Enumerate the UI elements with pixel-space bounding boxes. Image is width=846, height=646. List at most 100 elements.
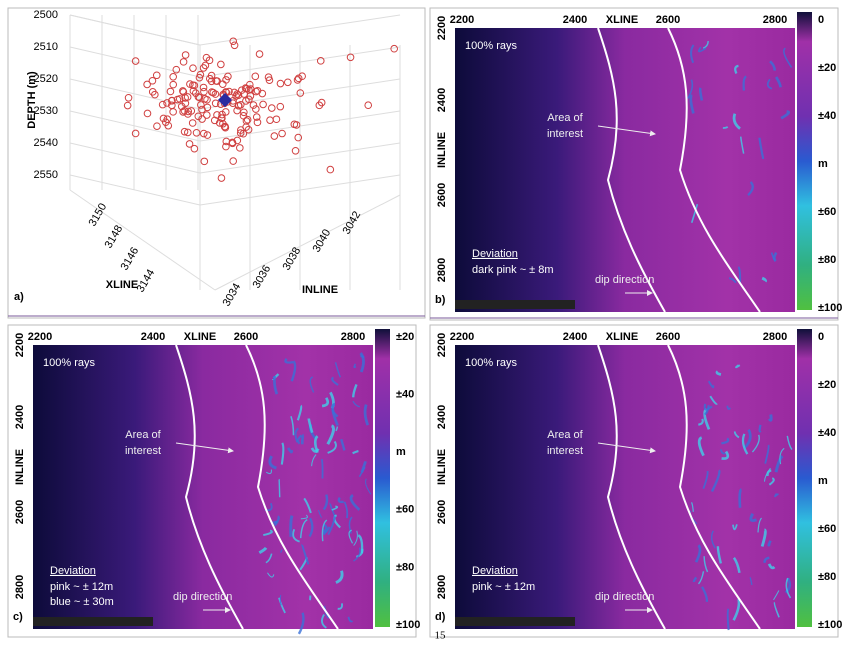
map-texture — [728, 609, 729, 630]
depth-tick-label: 2510 — [34, 41, 58, 53]
page-number: 15 — [435, 630, 447, 642]
colorbar-tick-label: ±80 — [396, 561, 414, 573]
xline-tick-label: 2800 — [763, 14, 787, 26]
colorbar — [797, 329, 812, 627]
inline-tick-label: 2200 — [14, 333, 26, 357]
dip-label: dip direction — [173, 591, 232, 603]
xline-tick-label: 2800 — [341, 331, 365, 343]
colorbar-tick-label: ±60 — [818, 523, 836, 535]
status-strip — [33, 617, 153, 626]
colorbar-tick-label: ±40 — [818, 110, 836, 122]
colorbar-tick-label: ±40 — [818, 427, 836, 439]
deviation-title: Deviation — [472, 248, 518, 260]
map-title: 100% rays — [43, 357, 95, 369]
colorbar — [797, 12, 812, 310]
panel-label: a) — [14, 291, 24, 303]
panel-label: d) — [435, 611, 446, 623]
inline-tick-label: 2600 — [436, 500, 448, 524]
xline-axis-label: XLINE — [184, 331, 216, 343]
inline-tick-label: 2400 — [436, 88, 448, 112]
xline-tick-label: 2400 — [141, 331, 165, 343]
inline-tick-label: 2800 — [436, 575, 448, 599]
annotation: Area of — [547, 429, 583, 441]
inline-tick-label: 2600 — [436, 183, 448, 207]
map-texture — [302, 435, 303, 444]
colorbar-tick-label: 0 — [818, 14, 824, 26]
xline-axis-label: XLINE — [606, 14, 638, 26]
colorbar-tick-label: ±80 — [818, 254, 836, 266]
panel-label: c) — [13, 611, 23, 623]
inline-axis-label: INLINE — [302, 284, 338, 296]
xline-axis-label: XLINE — [106, 279, 138, 291]
inline-tick-label: 2800 — [436, 258, 448, 282]
xline-tick-label: 2600 — [656, 14, 680, 26]
xline-axis-label: XLINE — [606, 331, 638, 343]
status-strip — [455, 300, 575, 309]
annotation: Area of — [125, 429, 161, 441]
xline-tick-label: 2600 — [656, 331, 680, 343]
deviation-text: pink ~ ± 12m — [50, 581, 113, 593]
inline-axis-label: INLINE — [14, 449, 26, 485]
panel-label: b) — [435, 294, 446, 306]
map-texture — [322, 459, 323, 478]
map-texture — [279, 479, 280, 497]
inline-tick-label: 2600 — [14, 500, 26, 524]
deviation-title: Deviation — [50, 565, 96, 577]
colorbar-tick-label: m — [818, 158, 828, 170]
colorbar-tick-label: ±60 — [818, 206, 836, 218]
depth-tick-label: 2500 — [34, 9, 58, 21]
inline-tick-label: 2400 — [14, 405, 26, 429]
xline-tick-label: 2200 — [28, 331, 52, 343]
deviation-text: dark pink ~ ± 8m — [472, 264, 554, 276]
inline-tick-label: 2800 — [14, 575, 26, 599]
colorbar-tick-label: ±60 — [396, 504, 414, 516]
annotation: Area of — [547, 112, 583, 124]
colorbar-tick-label: m — [818, 475, 828, 487]
colorbar-tick-label: ±80 — [818, 571, 836, 583]
dip-label: dip direction — [595, 591, 654, 603]
dip-label: dip direction — [595, 274, 654, 286]
panel-frame — [8, 8, 425, 318]
inline-tick-label: 2400 — [436, 405, 448, 429]
colorbar-tick-label: ±20 — [396, 331, 414, 343]
map-panel: ±20 ±40 m ±60 ±80 ±100 2200 2400 2600 2800 XLINE 22… — [8, 325, 420, 637]
map-title: 100% rays — [465, 357, 517, 369]
xline-tick-label: 2400 — [563, 14, 587, 26]
inline-axis-label: INLINE — [436, 449, 448, 485]
xline-tick-label: 2600 — [234, 331, 258, 343]
status-strip — [455, 617, 575, 626]
colorbar-tick-label: ±20 — [818, 62, 836, 74]
annotation: interest — [125, 445, 161, 457]
colorbar-tick-label: ±100 — [818, 619, 842, 631]
colorbar-tick-label: ±20 — [818, 379, 836, 391]
map-panel: 0 ±20 ±40 m ±60 ±80 ±100 2200 2400 2600 2800 XLINE 2… — [430, 8, 842, 320]
map-title: 100% rays — [465, 40, 517, 52]
colorbar-tick-label: 0 — [818, 331, 824, 343]
map-panel: 0 ±20 ±40 m ±60 ±80 ±100 2200 2400 2600 2800 XLINE 2… — [430, 325, 842, 637]
deviation-text: pink ~ ± 12m — [472, 581, 535, 593]
colorbar-tick-label: ±100 — [396, 619, 420, 631]
annotation: interest — [547, 445, 583, 457]
depth-tick-label: 2540 — [34, 137, 58, 149]
xline-tick-label: 2200 — [450, 14, 474, 26]
map-texture — [360, 356, 363, 357]
inline-tick-label: 2200 — [436, 16, 448, 40]
figure: 250025102520253025402550DEPTH (m)3150314… — [0, 0, 846, 646]
page: 250025102520253025402550DEPTH (m)3150314… — [0, 0, 846, 646]
xline-tick-label: 2400 — [563, 331, 587, 343]
map-texture — [291, 516, 292, 537]
inline-axis-label: INLINE — [436, 132, 448, 168]
xline-tick-label: 2800 — [763, 331, 787, 343]
depth-axis-label: DEPTH (m) — [26, 71, 38, 129]
colorbar-tick-label: m — [396, 446, 406, 458]
depth-tick-label: 2550 — [34, 169, 58, 181]
panels: 250025102520253025402550DEPTH (m)3150314… — [8, 8, 842, 642]
deviation-title: Deviation — [472, 565, 518, 577]
deviation-text: blue ~ ± 30m — [50, 596, 114, 608]
colorbar — [375, 329, 390, 627]
xline-tick-label: 2200 — [450, 331, 474, 343]
annotation: interest — [547, 128, 583, 140]
inline-tick-label: 2200 — [436, 333, 448, 357]
colorbar-tick-label: ±100 — [818, 302, 842, 314]
colorbar-tick-label: ±40 — [396, 389, 414, 401]
